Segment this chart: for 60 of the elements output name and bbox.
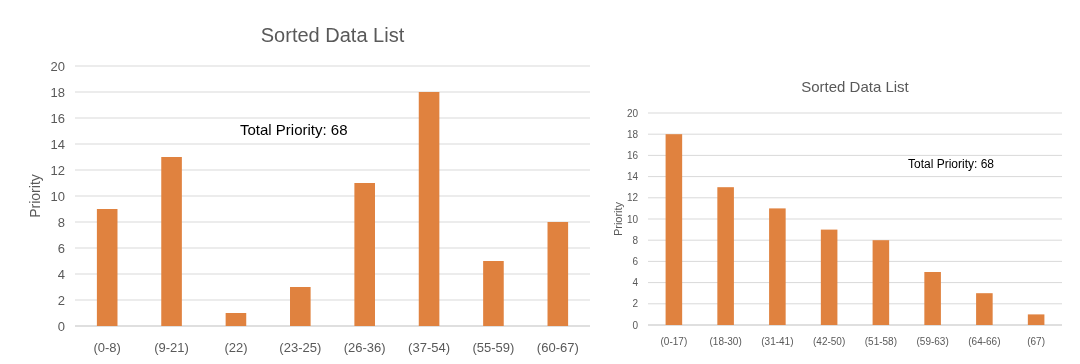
x-tick-label: (67) (1027, 336, 1046, 347)
bar (290, 287, 311, 326)
x-tick-label: (31-41) (761, 336, 794, 347)
bar (354, 183, 375, 326)
bar (418, 92, 440, 326)
x-tick-label: (26-36) (343, 340, 386, 355)
x-tick-label: (22) (224, 340, 248, 355)
y-tick-label: 20 (50, 58, 65, 74)
y-tick-label: 18 (626, 128, 639, 140)
bar (161, 157, 182, 326)
bar (717, 187, 734, 325)
x-tick-label: (37-54) (408, 340, 451, 355)
bar (976, 293, 993, 325)
y-tick-label: 16 (626, 149, 639, 161)
x-tick-label: (64-66) (968, 336, 1001, 347)
bar (483, 261, 504, 326)
y-tick-label: 12 (626, 192, 639, 204)
y-tick-label: 0 (57, 318, 65, 334)
y-tick-label: 6 (632, 255, 639, 267)
y-tick-label: 10 (50, 188, 65, 204)
y-tick-label: 12 (50, 162, 65, 178)
bar (665, 134, 683, 325)
y-tick-label: 4 (632, 277, 639, 289)
bar (924, 272, 941, 325)
x-tick-label: (0-17) (660, 336, 688, 347)
bar (225, 313, 247, 326)
y-tick-label: 10 (626, 213, 639, 225)
y-tick-label: 6 (57, 240, 65, 256)
y-tick-label: 16 (50, 110, 65, 126)
x-tick-label: (59-63) (916, 336, 949, 347)
x-tick-label: (18-30) (709, 336, 742, 347)
bar (547, 222, 569, 326)
y-tick-label: 2 (632, 298, 639, 310)
y-tick-label: 0 (632, 319, 639, 331)
bar (769, 208, 786, 325)
y-axis-title: Priority (612, 201, 624, 237)
y-tick-label: 14 (626, 171, 639, 183)
x-tick-label: (55-59) (472, 340, 515, 355)
x-tick-label: (60-67) (536, 340, 579, 355)
x-tick-label: (42-50) (813, 336, 846, 347)
chart-title: Sorted Data List (260, 24, 405, 46)
y-tick-label: 18 (50, 84, 65, 100)
bar (820, 229, 838, 325)
y-tick-label: 4 (57, 266, 65, 282)
y-tick-label: 2 (57, 292, 65, 308)
y-axis-title: Priority (27, 174, 43, 218)
annotation: Total Priority: 68 (240, 121, 348, 138)
x-tick-label: (0-8) (93, 340, 121, 355)
x-tick-label: (9-21) (154, 340, 189, 355)
x-tick-label: (51-58) (864, 336, 897, 347)
y-tick-label: 20 (626, 107, 639, 119)
y-tick-label: 8 (632, 234, 639, 246)
chart-title: Sorted Data List (801, 78, 910, 95)
bar (1027, 314, 1045, 325)
bar (96, 209, 118, 326)
y-tick-label: 14 (50, 136, 65, 152)
y-tick-label: 8 (57, 214, 65, 230)
annotation: Total Priority: 68 (908, 157, 995, 171)
bar (872, 240, 890, 325)
x-tick-label: (23-25) (279, 340, 322, 355)
